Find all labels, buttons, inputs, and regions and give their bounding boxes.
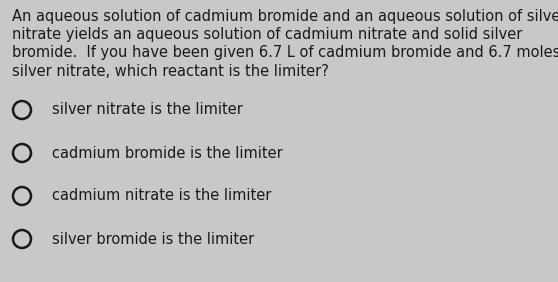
Text: silver nitrate, which reactant is the limiter?: silver nitrate, which reactant is the li…	[12, 63, 329, 78]
Text: cadmium nitrate is the limiter: cadmium nitrate is the limiter	[52, 188, 271, 204]
Text: nitrate yields an aqueous solution of cadmium nitrate and solid silver: nitrate yields an aqueous solution of ca…	[12, 28, 522, 43]
Text: cadmium bromide is the limiter: cadmium bromide is the limiter	[52, 146, 283, 160]
Text: silver bromide is the limiter: silver bromide is the limiter	[52, 232, 254, 246]
Text: silver nitrate is the limiter: silver nitrate is the limiter	[52, 102, 243, 118]
Text: bromide.  If you have been given 6.7 L of cadmium bromide and 6.7 moles of: bromide. If you have been given 6.7 L of…	[12, 45, 558, 61]
Text: An aqueous solution of cadmium bromide and an aqueous solution of silver: An aqueous solution of cadmium bromide a…	[12, 10, 558, 25]
